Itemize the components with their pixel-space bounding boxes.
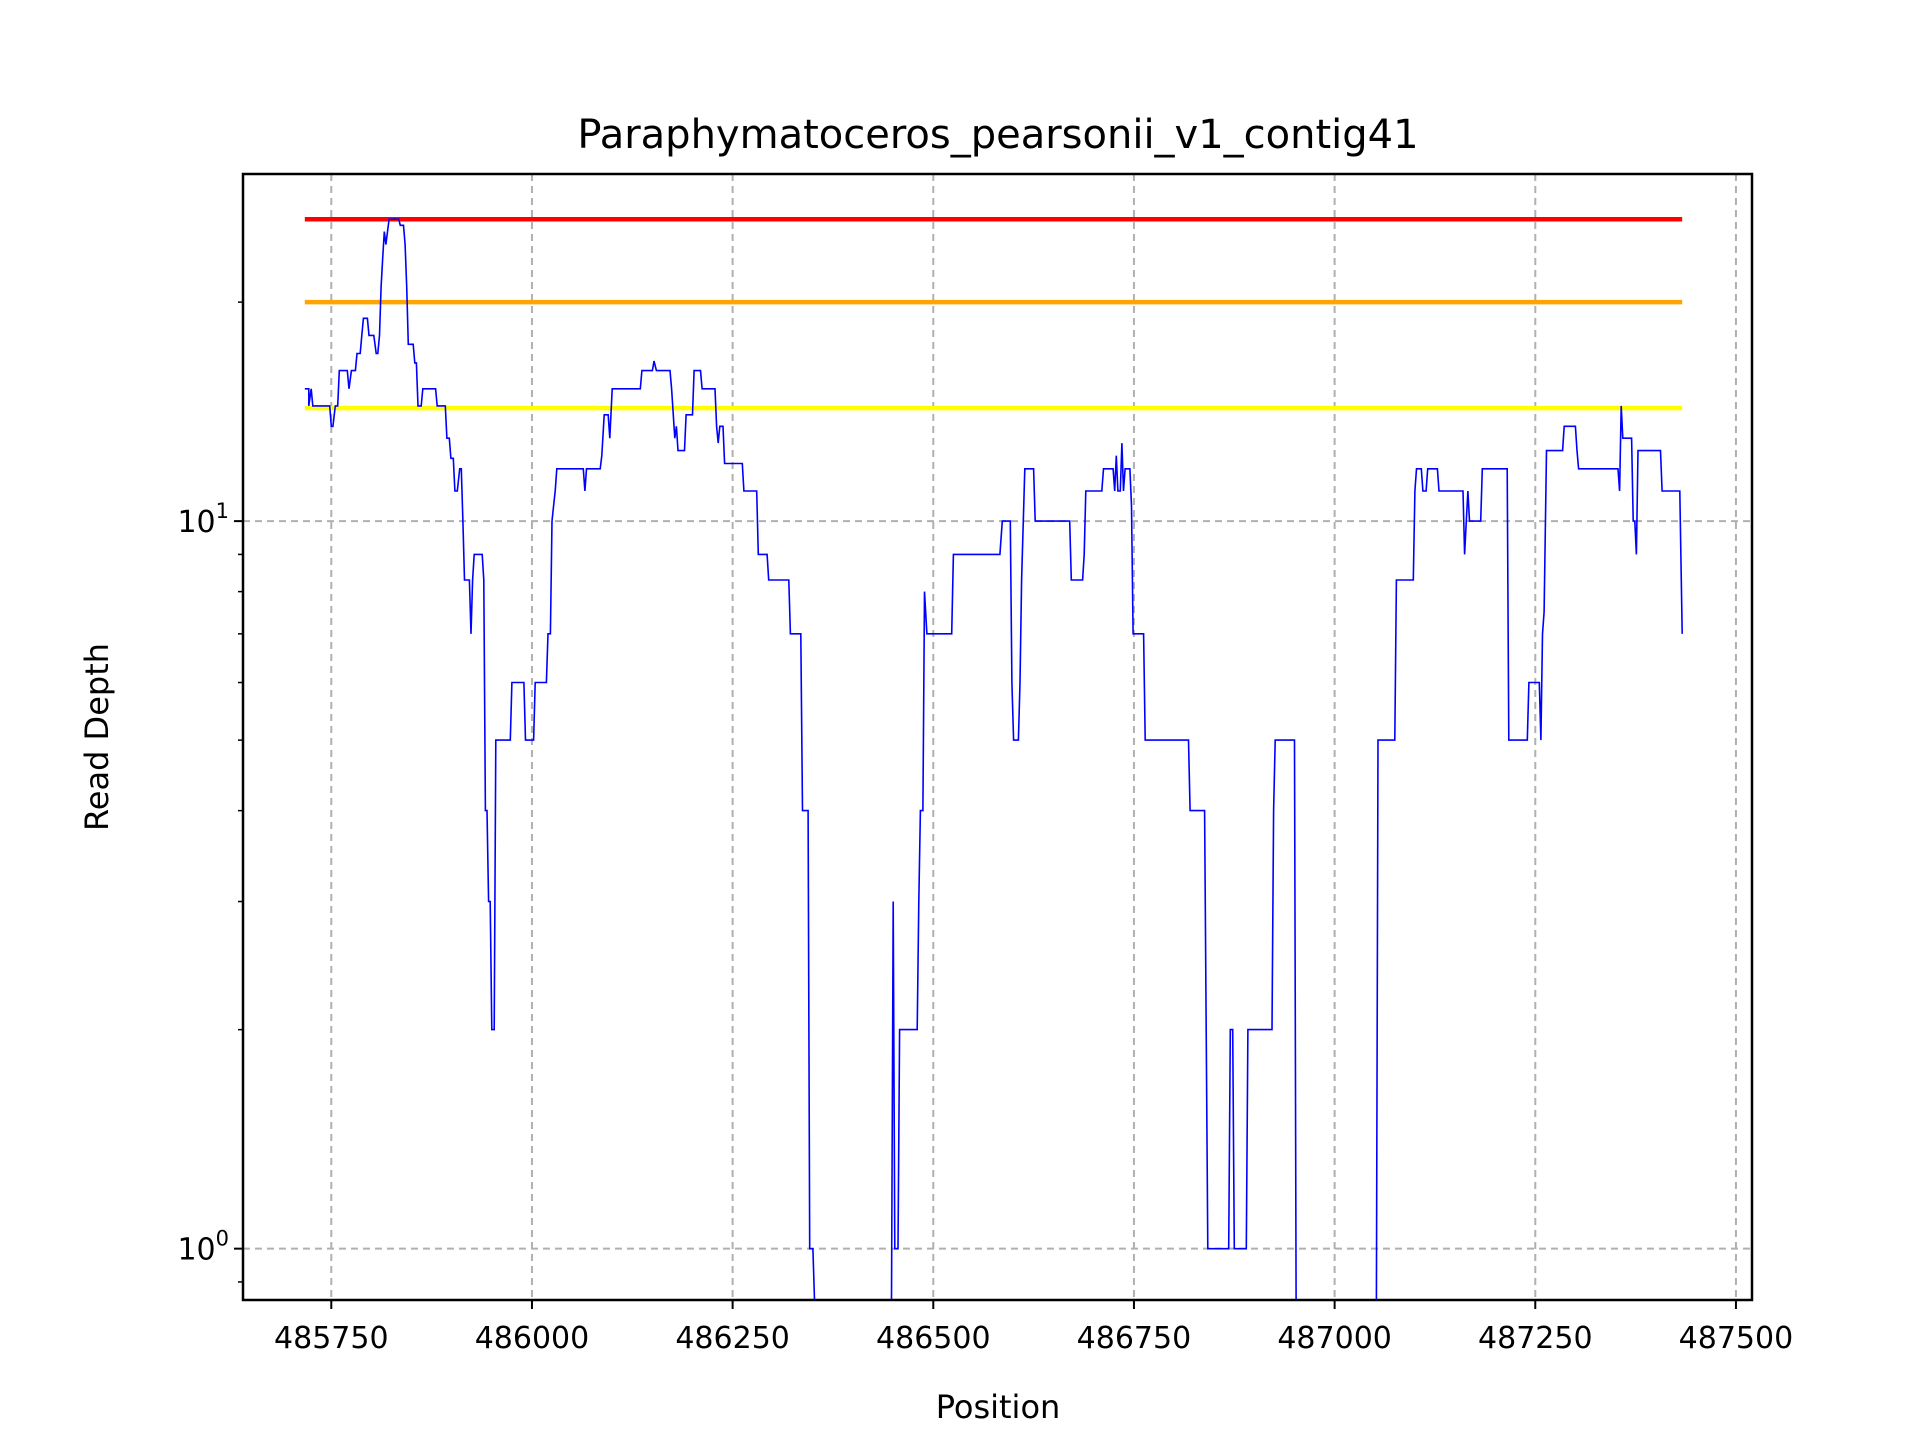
plot-frame [241, 172, 1754, 1302]
x-tick-label: 487250 [1478, 1321, 1593, 1356]
chart-title: Paraphymatoceros_pearsonii_v1_contig41 [577, 112, 1418, 158]
read-depth-line [304, 218, 816, 1301]
x-tick-label: 487000 [1277, 1321, 1392, 1356]
x-tick-label: 486250 [675, 1321, 790, 1356]
grid [243, 174, 1752, 1300]
y-tick-label: 100 [177, 1227, 229, 1268]
x-tick-label: 486000 [475, 1321, 590, 1356]
y-tick-base: 10 [177, 1233, 215, 1268]
y-tick-exponent: 0 [216, 1227, 229, 1251]
read-depth-line [890, 443, 1297, 1301]
y-axis-label: Read Depth [78, 643, 116, 831]
x-tick-label: 485750 [274, 1321, 389, 1356]
x-axis-label: Position [936, 1388, 1061, 1426]
y-tick-exponent: 1 [216, 499, 229, 523]
data-series [304, 218, 1683, 1301]
axis-ticks: 485750 486000 486250 486500 486750 487000 4872… [177, 301, 1794, 1356]
x-tick-label: 486500 [876, 1321, 991, 1356]
x-tick-label: 487500 [1679, 1321, 1794, 1356]
x-tick-label: 486750 [1077, 1321, 1192, 1356]
y-tick-label: 101 [177, 499, 229, 540]
read-depth-line [1375, 405, 1683, 1301]
threshold-lines [304, 216, 1683, 411]
y-tick-base: 10 [177, 505, 215, 540]
